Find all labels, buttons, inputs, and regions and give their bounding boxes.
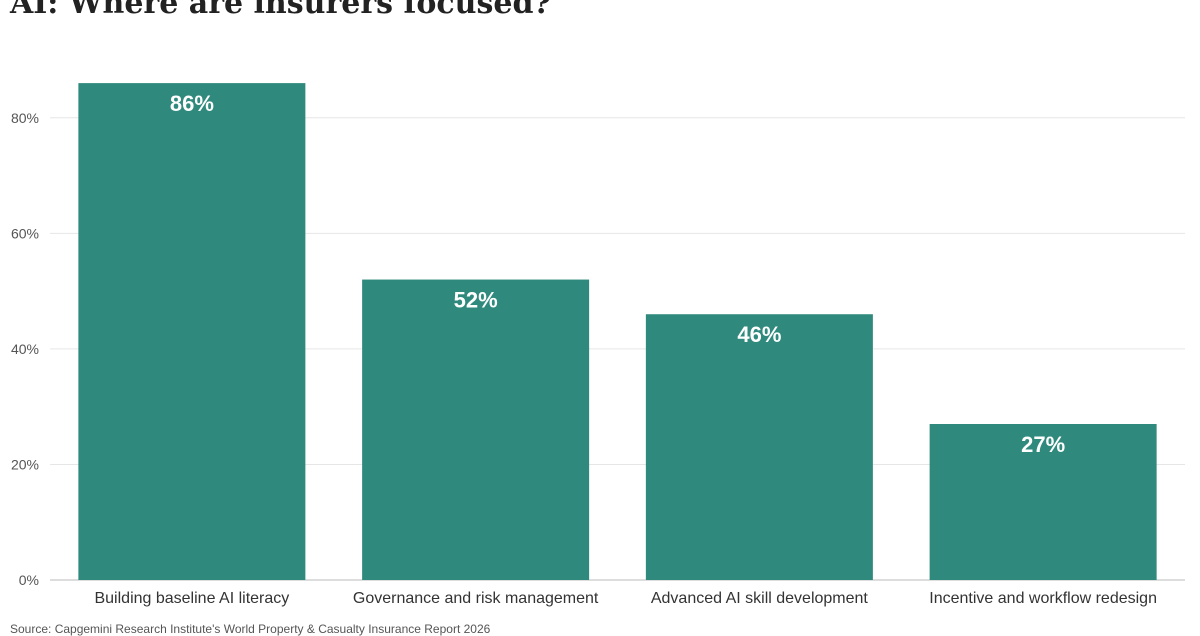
- source-note: Source: Capgemini Research Institute's W…: [10, 622, 491, 636]
- x-tick-label: Advanced AI skill development: [651, 590, 869, 607]
- bar-value-label: 46%: [737, 322, 781, 347]
- bar: [362, 279, 590, 580]
- x-tick-label: Governance and risk management: [353, 590, 599, 607]
- bar: [78, 83, 306, 580]
- bar: [929, 424, 1157, 580]
- x-axis-ticks: Building baseline AI literacy Governance …: [94, 590, 1156, 607]
- bar-value-label: 86%: [170, 91, 214, 116]
- y-tick-label: 60%: [11, 225, 39, 241]
- value-labels: 86% 52% 46% 27%: [170, 91, 1065, 457]
- x-tick-label: Incentive and workflow redesign: [929, 590, 1157, 607]
- bars: [78, 83, 1157, 580]
- x-tick-label: Building baseline AI literacy: [94, 590, 289, 607]
- bar-value-label: 52%: [454, 288, 498, 313]
- y-tick-label: 0%: [19, 572, 39, 588]
- y-tick-label: 20%: [11, 456, 39, 472]
- chart-title: AI: Where are insurers focused?: [10, 0, 551, 21]
- bar: [645, 314, 873, 580]
- bar-value-label: 27%: [1021, 432, 1065, 457]
- y-axis-ticks: 0% 20% 40% 60% 80%: [11, 110, 39, 588]
- y-tick-label: 40%: [11, 341, 39, 357]
- y-tick-label: 80%: [11, 110, 39, 126]
